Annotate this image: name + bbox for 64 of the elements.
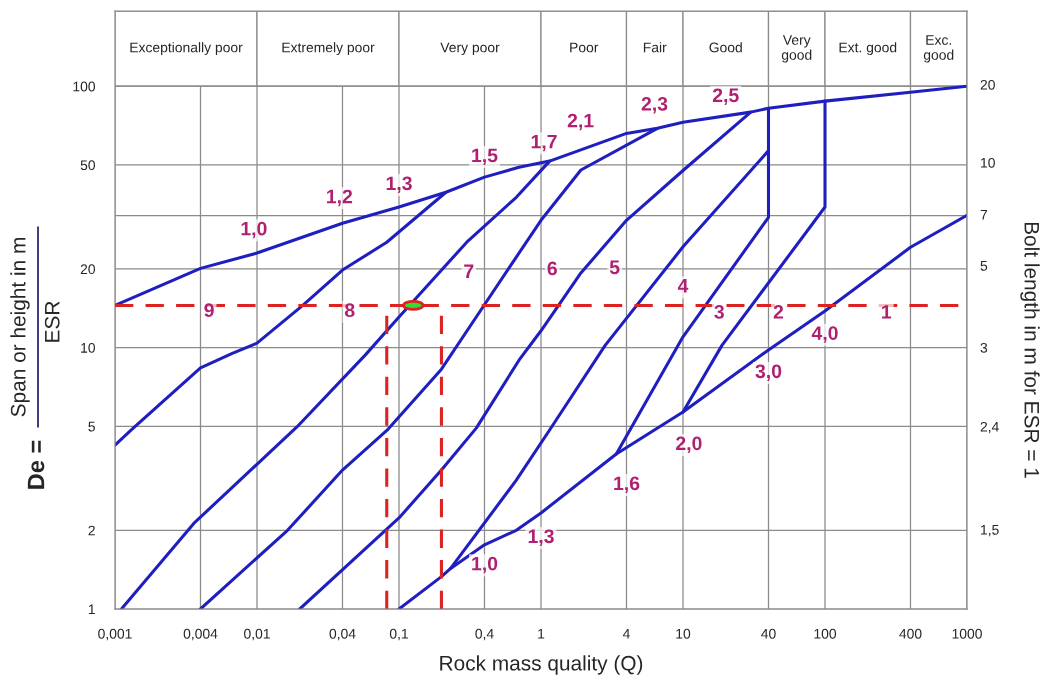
x-tick-label: 0,4 xyxy=(475,628,494,641)
text: 1,5 xyxy=(981,525,999,537)
annotation: 4,0 xyxy=(811,326,838,343)
band-label: Exc. good xyxy=(923,35,954,63)
annotation: 2,1 xyxy=(567,113,594,131)
annotation: 1,0 xyxy=(241,221,267,239)
band-label: Very poor xyxy=(440,42,500,56)
annotation: 1,2 xyxy=(327,189,353,207)
text: 3 xyxy=(980,342,988,353)
annotation: 3,0 xyxy=(755,364,782,381)
band-label: Good xyxy=(709,42,742,53)
band-label: Exceptionally poor xyxy=(130,42,243,56)
annotation: 1 xyxy=(882,305,892,319)
annotation: 2,5 xyxy=(712,88,739,105)
band-label: Extremely poor xyxy=(282,42,375,56)
y-axis-title: Span or height in m xyxy=(10,238,30,417)
annotation: 1,3 xyxy=(386,176,412,194)
x-tick-label: 0,001 xyxy=(98,628,132,641)
band-label: Poor xyxy=(570,42,599,53)
text: ESR xyxy=(44,301,60,342)
x-tick-label: 1 xyxy=(538,628,545,639)
x-axis-title: Rock mass quality (Q) xyxy=(440,655,643,675)
x-tick-label: 0,1 xyxy=(389,628,408,641)
x-tick-label: 10 xyxy=(676,628,691,639)
annotation: 1,0 xyxy=(472,556,498,574)
annotation: 6 xyxy=(547,261,557,276)
annotation: 1,3 xyxy=(528,529,554,546)
annotation: 1,7 xyxy=(531,134,557,152)
text: 10 xyxy=(981,157,995,168)
y-tick-label: 1 xyxy=(88,604,95,615)
annotation: 2,0 xyxy=(676,436,702,454)
x-tick-label: 1000 xyxy=(952,628,982,639)
y-tick-label: 10 xyxy=(81,342,96,353)
text: 7 xyxy=(980,210,988,220)
annotation: 7 xyxy=(464,264,474,278)
x-tick-label: 100 xyxy=(814,628,837,639)
y2-axis-title: Bolt length in m for ESR = 1 xyxy=(1020,222,1040,478)
annotation: 5 xyxy=(609,260,620,275)
annotation: 8 xyxy=(344,303,355,318)
y-tick-label: 100 xyxy=(73,81,96,92)
band-label: Ext. good xyxy=(839,42,897,56)
annotation: 1,5 xyxy=(472,148,498,166)
y-tick-label: 5 xyxy=(88,421,95,432)
y-tick-label: 2 xyxy=(88,525,95,536)
text: 5 xyxy=(980,261,988,271)
annotation: 2 xyxy=(773,305,784,319)
annotation: 4 xyxy=(677,279,689,293)
annotation: 1,6 xyxy=(614,476,640,494)
text: De = xyxy=(27,440,45,489)
x-tick-label: 400 xyxy=(899,628,922,639)
y-tick-label: 20 xyxy=(80,264,96,275)
x-tick-label: 0,04 xyxy=(329,628,356,641)
annotation: 2,3 xyxy=(641,96,668,114)
text: 20 xyxy=(980,79,995,90)
x-tick-label: 4 xyxy=(622,628,630,639)
band-label: Very good xyxy=(781,35,812,63)
x-tick-label: 40 xyxy=(761,628,776,639)
x-tick-label: 0,004 xyxy=(183,628,218,641)
annotation: 3 xyxy=(714,305,724,319)
band-label: Fair xyxy=(643,42,667,53)
y-tick-label: 50 xyxy=(80,160,96,171)
x-tick-label: 0,01 xyxy=(244,628,270,641)
text: 2,4 xyxy=(980,421,999,434)
annotation: 9 xyxy=(204,303,214,318)
